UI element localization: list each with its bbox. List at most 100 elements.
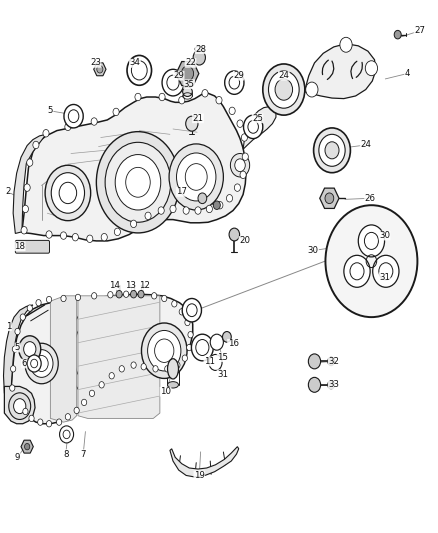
Circle shape [9,393,31,419]
Polygon shape [50,296,77,422]
Circle shape [11,366,16,372]
Circle shape [177,153,216,201]
Polygon shape [320,188,339,208]
Circle shape [74,407,79,414]
Circle shape [306,82,318,97]
Circle shape [209,354,222,370]
Text: 24: 24 [278,71,290,80]
Circle shape [23,408,28,415]
Circle shape [45,165,91,221]
Circle shape [185,319,190,326]
Text: 29: 29 [233,71,244,80]
Circle shape [27,159,33,166]
Circle shape [193,50,205,65]
Ellipse shape [168,382,179,388]
Circle shape [138,291,144,297]
Circle shape [115,155,161,210]
Polygon shape [11,294,193,424]
Polygon shape [78,296,160,418]
Circle shape [10,385,15,391]
Circle shape [314,128,350,173]
Circle shape [325,205,417,317]
Circle shape [216,96,222,104]
Circle shape [131,290,137,298]
Circle shape [12,346,18,352]
Circle shape [175,362,180,368]
Circle shape [229,228,240,241]
Circle shape [20,314,25,320]
Circle shape [60,426,74,443]
Circle shape [153,366,158,372]
Text: 34: 34 [129,59,141,67]
Circle shape [340,37,352,52]
Circle shape [15,328,20,335]
Circle shape [230,154,250,177]
Polygon shape [13,134,46,233]
Circle shape [36,300,41,306]
Circle shape [119,366,124,372]
Text: 1: 1 [6,322,11,330]
Circle shape [210,334,223,350]
Circle shape [51,173,85,213]
Circle shape [60,232,67,239]
Circle shape [198,193,207,204]
Circle shape [148,330,181,371]
Circle shape [116,290,122,298]
Text: 15: 15 [217,353,228,361]
Circle shape [319,134,345,166]
Circle shape [325,142,339,159]
Circle shape [124,291,129,297]
Circle shape [131,220,137,228]
Circle shape [145,212,151,220]
Circle shape [72,233,78,241]
Circle shape [308,354,321,369]
Text: 24: 24 [360,141,371,149]
Circle shape [237,120,243,127]
Circle shape [229,107,235,115]
Circle shape [162,295,167,302]
Circle shape [46,231,52,238]
Polygon shape [170,447,239,477]
Circle shape [43,130,49,137]
Circle shape [344,255,370,287]
Text: 17: 17 [176,188,187,196]
Circle shape [223,332,231,342]
Circle shape [19,336,41,362]
Circle shape [113,108,119,116]
Circle shape [64,104,83,128]
Circle shape [96,132,180,233]
Circle shape [97,66,103,73]
Circle shape [182,355,187,361]
Circle shape [235,159,245,172]
Text: 6: 6 [21,359,27,368]
Polygon shape [21,440,33,453]
Circle shape [308,377,321,392]
Circle shape [57,419,62,425]
Circle shape [183,207,189,214]
Circle shape [159,93,165,101]
Circle shape [226,195,233,202]
Circle shape [65,123,71,131]
Circle shape [21,227,27,234]
Circle shape [325,193,334,204]
Circle shape [25,343,58,384]
Circle shape [30,350,53,377]
Circle shape [46,296,52,303]
Circle shape [242,153,248,160]
Circle shape [172,301,177,307]
Circle shape [22,205,28,213]
Circle shape [83,324,131,382]
Text: 30: 30 [379,231,390,240]
Circle shape [394,30,401,39]
Circle shape [141,364,146,370]
Circle shape [169,144,223,210]
Circle shape [109,373,114,379]
Circle shape [358,225,385,257]
Text: 18: 18 [14,242,25,251]
Circle shape [131,362,136,368]
Text: 26: 26 [364,194,376,203]
Text: 9: 9 [15,453,20,462]
Text: 23: 23 [90,59,101,67]
Text: 30: 30 [307,246,319,255]
FancyBboxPatch shape [15,240,49,253]
